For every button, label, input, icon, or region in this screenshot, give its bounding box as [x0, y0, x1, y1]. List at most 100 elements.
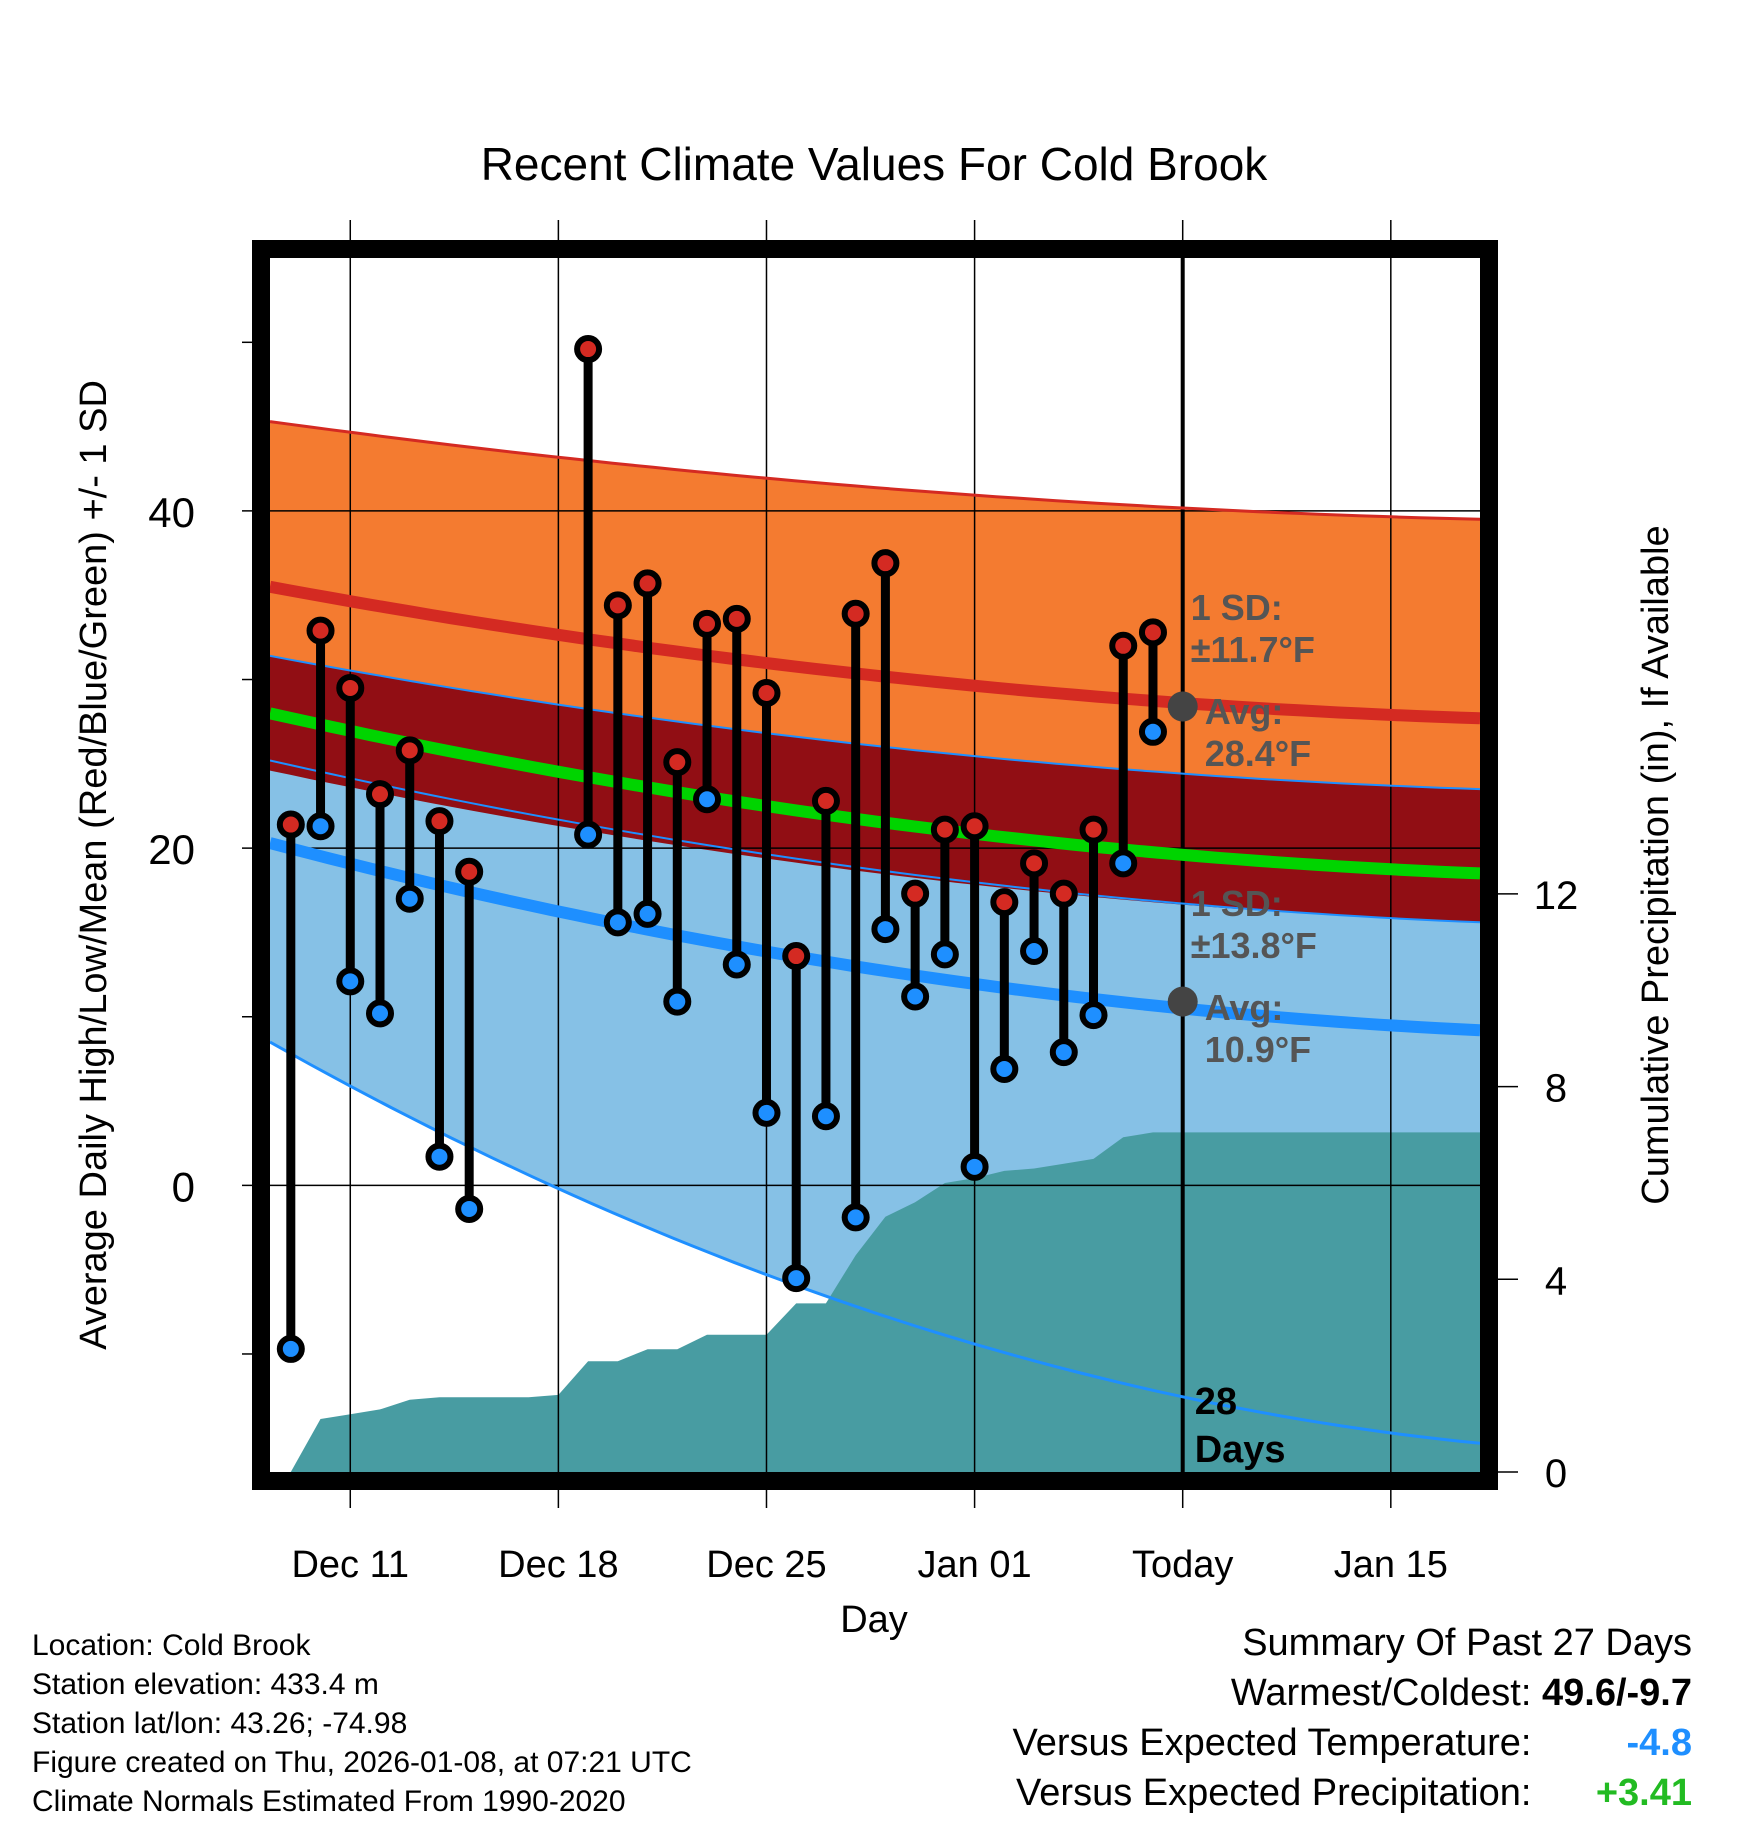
summary-warmest-label: Warmest/Coldest:	[1230, 1672, 1532, 1714]
obs-low-point	[841, 1203, 870, 1232]
precip-tick-label: 8	[1545, 1067, 1567, 1111]
obs-high-point	[603, 591, 632, 620]
obs-low-point	[276, 1334, 305, 1363]
obs-high-point	[1109, 631, 1138, 660]
precip-tick-label: 12	[1534, 874, 1579, 918]
obs-low-point	[811, 1102, 840, 1131]
summary-temp-value: -4.8	[1626, 1722, 1692, 1764]
low-upper-edge	[270, 759, 1480, 924]
obs-high-point	[306, 616, 335, 645]
obs-low-point	[603, 908, 632, 937]
info-location: Location: Cold Brook	[32, 1629, 311, 1662]
obs-high-point	[782, 942, 811, 971]
low-avg-value: 10.9°F	[1205, 1029, 1311, 1070]
x-tick-label: Dec 11	[291, 1544, 409, 1586]
high-sd-value: ±11.7°F	[1191, 629, 1315, 670]
obs-low-point	[455, 1194, 484, 1223]
obs-high-point	[276, 810, 305, 839]
obs-high-point	[871, 549, 900, 578]
summary-temp-label: Versus Expected Temperature:	[1012, 1722, 1532, 1764]
low-avg-label: Avg:	[1205, 987, 1284, 1028]
obs-low-point	[960, 1152, 989, 1181]
high-avg-line	[270, 580, 1480, 725]
today-days-label: Days	[1195, 1429, 1286, 1471]
obs-low-point	[1079, 1001, 1108, 1030]
info-created: Figure created on Thu, 2026-01-08, at 07…	[32, 1746, 692, 1779]
low-avg-marker	[1167, 986, 1198, 1017]
y-tick-label: 20	[148, 826, 195, 873]
obs-high-point	[1020, 849, 1049, 878]
y-axis-label-right: Cumulative Precipitation (in), If Availa…	[1635, 525, 1677, 1204]
x-axis-label: Day	[840, 1599, 908, 1641]
summary-temp-row: Versus Expected Temperature: -4.8	[1013, 1722, 1692, 1765]
obs-low-point	[425, 1142, 454, 1171]
obs-low-point	[633, 899, 662, 928]
precip-tick-label: 0	[1545, 1452, 1567, 1496]
obs-low-point	[1109, 849, 1138, 878]
obs-low-point	[782, 1264, 811, 1293]
obs-high-point	[960, 812, 989, 841]
obs-low-point	[1138, 717, 1167, 746]
obs-high-point	[752, 679, 781, 708]
obs-high-point	[366, 780, 394, 809]
obs-low-point	[366, 999, 394, 1028]
x-tick-label: Dec 18	[498, 1544, 618, 1586]
summary-precip-label: Versus Expected Precipitation:	[1016, 1772, 1532, 1814]
obs-high-point	[990, 888, 1019, 917]
summary-warmest-row: Warmest/Coldest: 49.6/-9.7	[1231, 1672, 1692, 1715]
chart-title: Recent Climate Values For Cold Brook	[481, 138, 1269, 190]
high-avg-label: Avg:	[1205, 691, 1284, 732]
x-tick-label: Today	[1132, 1544, 1233, 1586]
summary-precip-value: +3.41	[1595, 1772, 1692, 1814]
obs-low-point	[693, 785, 722, 814]
obs-low-point	[1049, 1038, 1078, 1067]
obs-high-point	[1079, 815, 1108, 844]
obs-low-point	[1020, 936, 1049, 965]
obs-high-point	[633, 569, 662, 598]
obs-high-point	[425, 807, 454, 836]
info-normals: Climate Normals Estimated From 1990-2020	[32, 1785, 626, 1818]
obs-high-point	[1049, 879, 1078, 908]
summary-warmest-value: 49.6/-9.7	[1542, 1672, 1692, 1714]
obs-high-point	[811, 786, 840, 815]
high-sd-label: 1 SD:	[1191, 587, 1283, 628]
y-axis-label-left: Average Daily High/Low/Mean (Red/Blue/Gr…	[73, 380, 115, 1350]
high-upper-edge	[270, 420, 1480, 521]
obs-high-point	[722, 604, 751, 633]
x-tick-label: Jan 01	[918, 1544, 1032, 1586]
info-elevation: Station elevation: 433.4 m	[32, 1668, 379, 1701]
high-lower-edge	[270, 654, 1480, 791]
obs-high-point	[901, 879, 930, 908]
obs-low-point	[930, 940, 959, 969]
obs-low-point	[336, 967, 365, 996]
precip-tick-label: 4	[1545, 1259, 1567, 1303]
x-tick-label: Dec 25	[706, 1544, 826, 1586]
high-avg-marker	[1167, 691, 1198, 722]
obs-low-point	[990, 1055, 1019, 1084]
obs-high-point	[663, 748, 692, 777]
obs-high-point	[841, 599, 870, 628]
obs-high-point	[574, 335, 603, 364]
obs-low-point	[663, 987, 692, 1016]
obs-high-point	[455, 857, 484, 886]
obs-low-point	[574, 820, 603, 849]
info-latlon: Station lat/lon: 43.26; -74.98	[32, 1707, 408, 1740]
obs-low-point	[395, 884, 424, 913]
obs-high-point	[336, 673, 365, 702]
y-tick-label: 40	[148, 489, 195, 536]
obs-low-point	[901, 982, 930, 1011]
low-sd-label: 1 SD:	[1191, 883, 1283, 924]
summary-title: Summary Of Past 27 Days	[1242, 1622, 1692, 1664]
obs-high-point	[693, 609, 722, 638]
obs-low-point	[306, 812, 335, 841]
obs-low-point	[752, 1098, 781, 1127]
plot-frame	[252, 240, 1498, 1490]
summary-precip-row: Versus Expected Precipitation: +3.41	[1016, 1772, 1692, 1815]
y-tick-label: 0	[172, 1163, 195, 1210]
obs-high-point	[1138, 618, 1167, 647]
low-sd-value: ±13.8°F	[1191, 925, 1317, 966]
obs-high-point	[930, 815, 959, 844]
x-tick-label: Jan 15	[1334, 1544, 1448, 1586]
obs-high-point	[395, 736, 424, 765]
